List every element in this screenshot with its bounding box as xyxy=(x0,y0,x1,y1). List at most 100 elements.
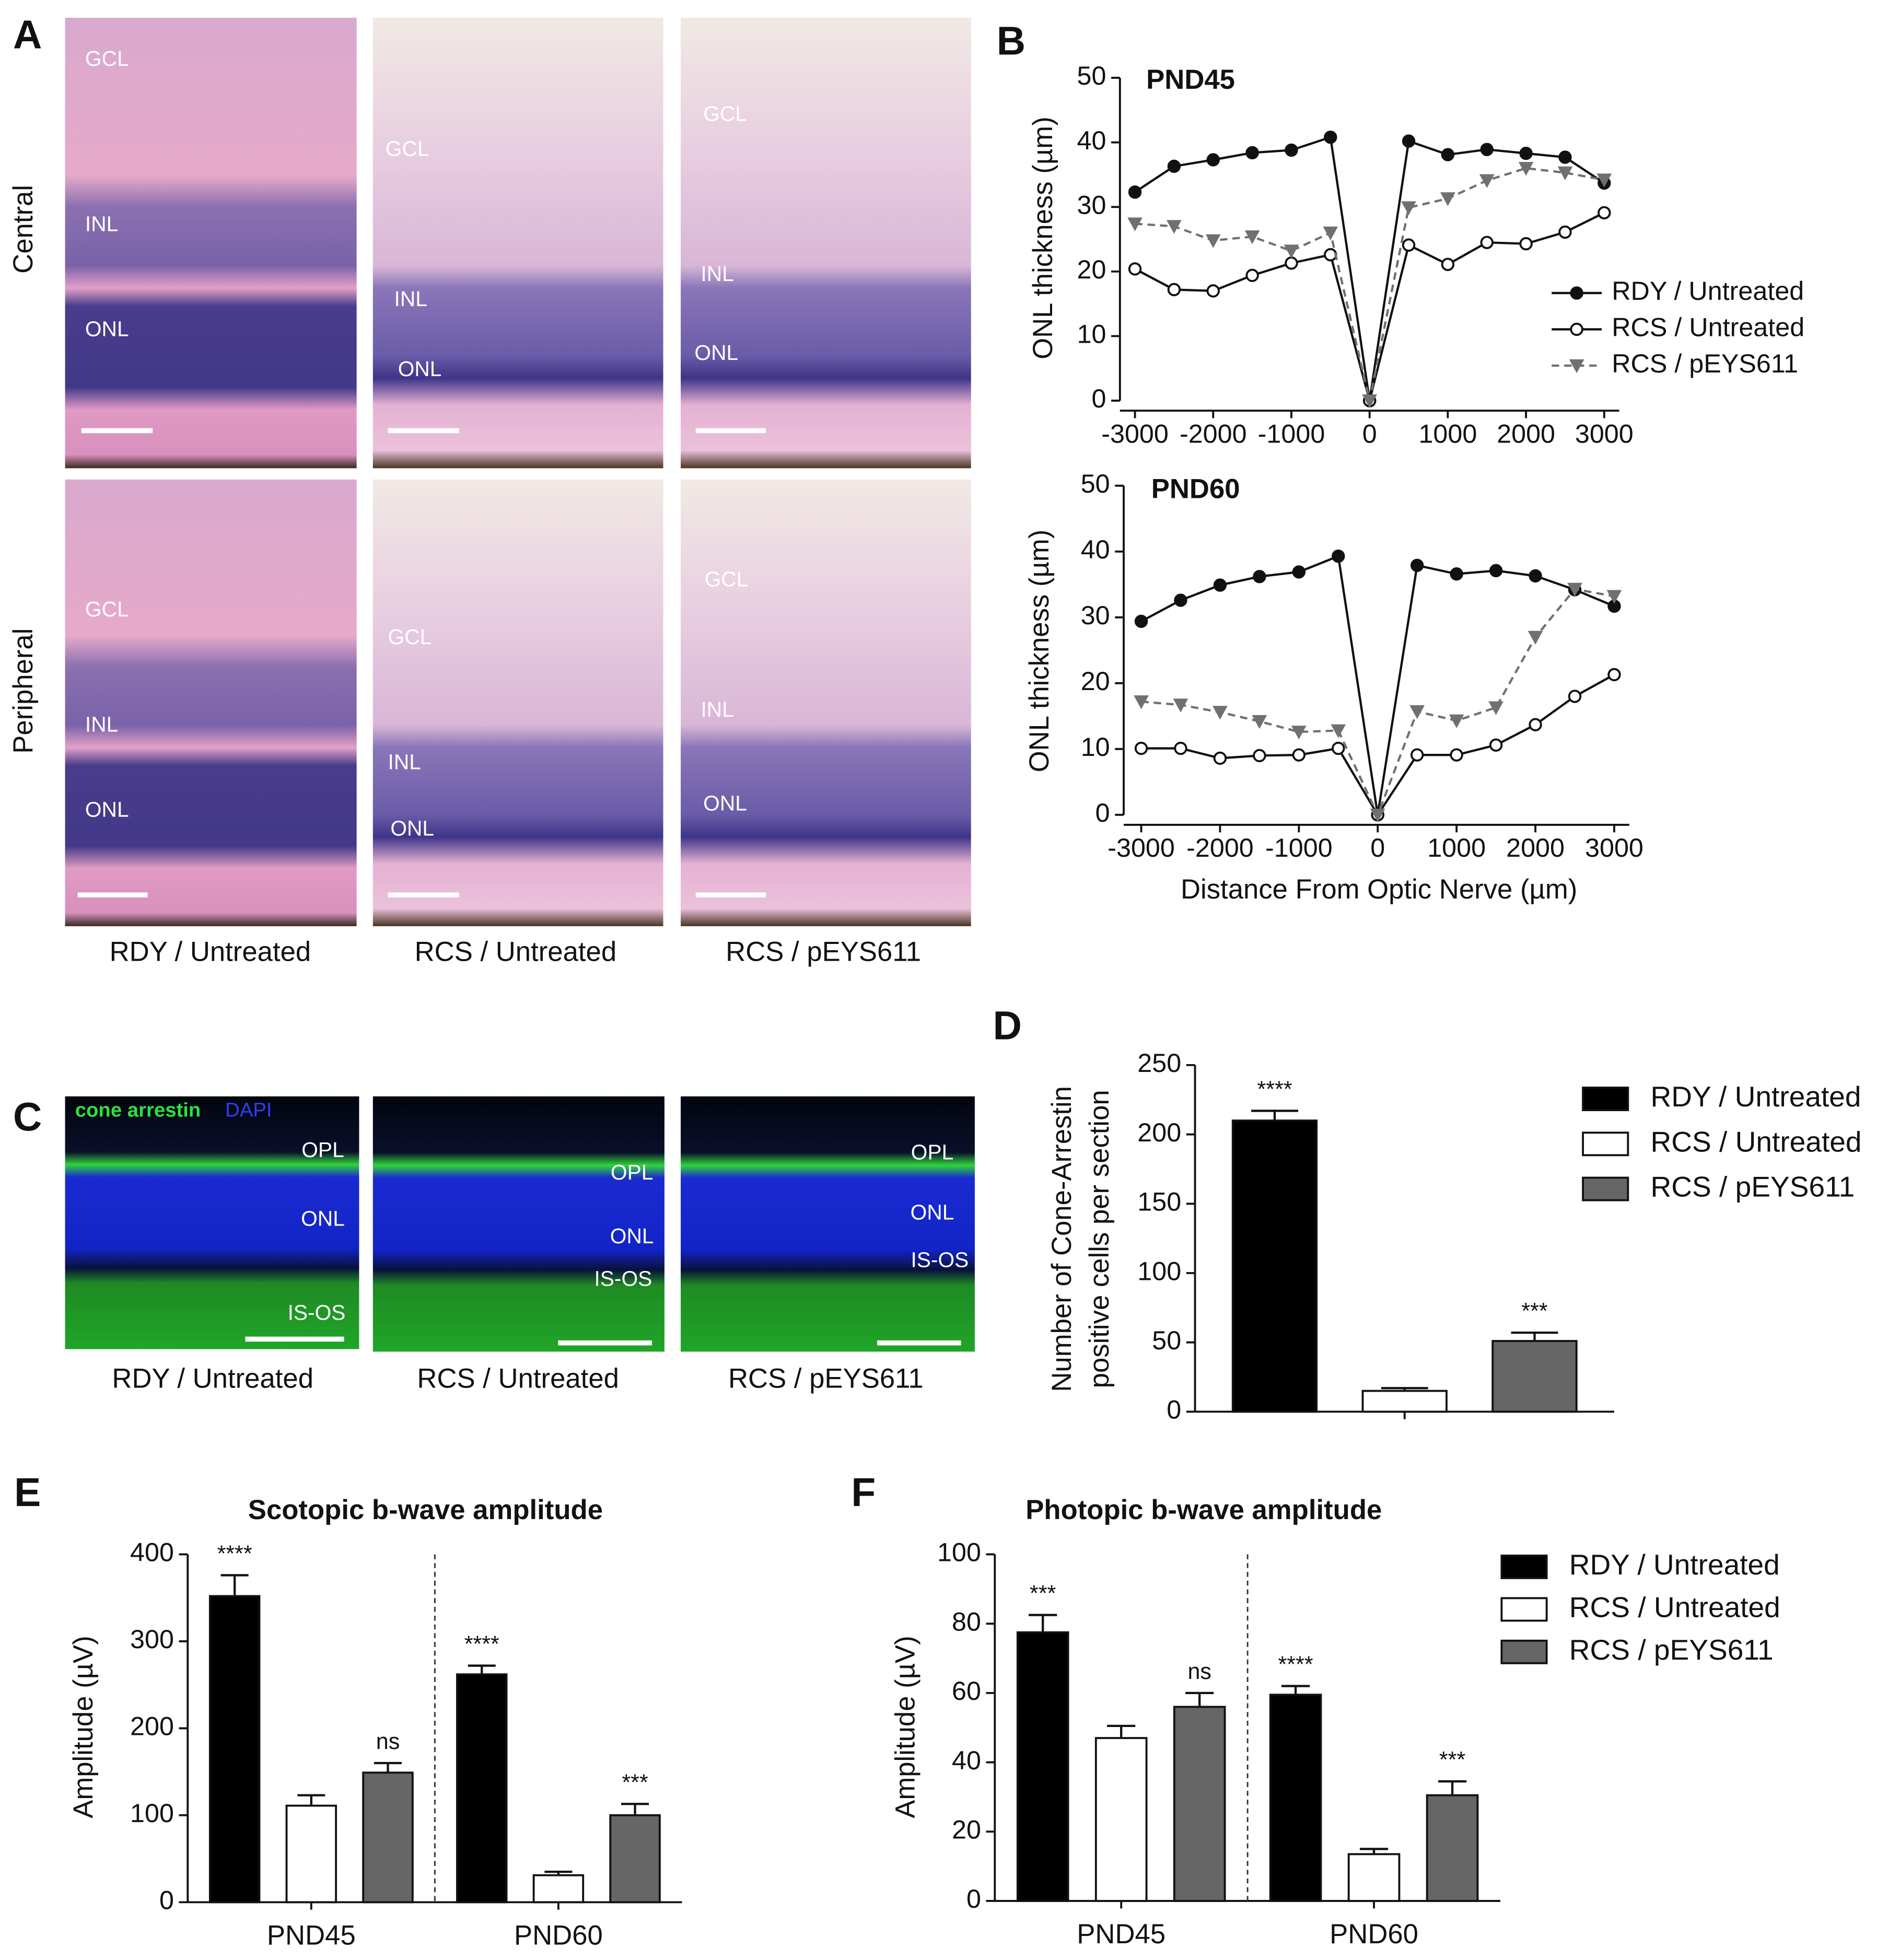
layer-label: ONL xyxy=(911,1200,954,1224)
y-tick-label: 20 xyxy=(1081,666,1110,696)
legend-label: RCS / Untreated xyxy=(1569,1591,1780,1623)
error-bar xyxy=(1438,1780,1467,1795)
marker xyxy=(1292,565,1306,579)
column-label: RCS / Untreated xyxy=(415,937,617,967)
x-tick-label: 1000 xyxy=(1427,833,1486,862)
marker xyxy=(1167,220,1182,234)
legend-label: RDY / Untreated xyxy=(1612,276,1804,306)
marker xyxy=(1441,148,1455,161)
marker xyxy=(1440,192,1455,206)
marker xyxy=(1252,715,1267,729)
legend-label: RDY / Untreated xyxy=(1650,1080,1861,1113)
column-label: RDY / Untreated xyxy=(110,937,311,967)
marker xyxy=(1528,631,1543,645)
row-label: Peripheral xyxy=(8,628,39,754)
legend-label: RCS / Untreated xyxy=(1612,312,1804,342)
legend-label: RCS / pEYS611 xyxy=(1650,1171,1855,1203)
stain-label: cone arrestin xyxy=(75,1099,201,1122)
error-bar xyxy=(1029,1614,1057,1632)
layer-label: GCL xyxy=(703,102,747,126)
layer-label: ONL xyxy=(301,1207,345,1231)
y-tick-label: 0 xyxy=(159,1885,174,1915)
marker xyxy=(1401,201,1416,215)
legend-label: RCS / Untreated xyxy=(1650,1125,1861,1158)
bar xyxy=(609,1814,661,1904)
legend-swatch xyxy=(1582,1176,1629,1201)
layer-label: GCL xyxy=(705,567,749,591)
significance-label: *** xyxy=(622,1770,648,1795)
legend-swatch xyxy=(1582,1087,1629,1112)
series-line xyxy=(1135,167,1605,401)
legend-marker xyxy=(1570,322,1583,336)
micrograph xyxy=(65,479,357,927)
legend-swatch xyxy=(1500,1597,1548,1622)
bar xyxy=(1491,1340,1578,1413)
x-tick-label: -2000 xyxy=(1186,833,1254,862)
significance-label: **** xyxy=(464,1632,499,1657)
y-axis-label: Number of Cone-Arrestin xyxy=(1046,1086,1077,1392)
marker xyxy=(1174,741,1187,755)
panel-letter: C xyxy=(13,1095,42,1140)
micrograph xyxy=(65,17,357,469)
layer-label: INL xyxy=(701,262,733,286)
y-tick-label: 0 xyxy=(966,1884,981,1914)
marker xyxy=(1206,284,1220,298)
x-axis-label: Distance From Optic Nerve (µm) xyxy=(1181,874,1577,905)
layer-label: INL xyxy=(85,712,118,736)
panel-letter: D xyxy=(993,1004,1022,1048)
y-axis-label: ONL thickness (µm) xyxy=(1024,530,1055,773)
significance-label: ns xyxy=(376,1729,400,1754)
marker xyxy=(1128,185,1142,199)
layer-label: IS-OS xyxy=(594,1267,652,1291)
series-line xyxy=(1134,135,1605,401)
column-label: RDY / Untreated xyxy=(112,1363,313,1394)
micrographs xyxy=(65,17,975,1352)
marker xyxy=(1479,174,1495,188)
marker xyxy=(1291,726,1307,740)
legend-label: RDY / Untreated xyxy=(1569,1548,1780,1581)
error-bar xyxy=(1185,1691,1214,1707)
error-bar xyxy=(1107,1724,1136,1739)
layer-label: ONL xyxy=(390,816,434,840)
significance-label: *** xyxy=(1521,1299,1548,1324)
x-tick-label: -1000 xyxy=(1258,418,1325,448)
marker xyxy=(1480,236,1494,249)
y-tick-label: 30 xyxy=(1081,600,1110,630)
marker xyxy=(1213,706,1228,720)
legend-swatch xyxy=(1500,1639,1548,1664)
y-tick-label: 50 xyxy=(1081,469,1110,498)
panel-letter: E xyxy=(14,1471,41,1515)
y-tick-label: 100 xyxy=(130,1798,174,1828)
marker xyxy=(1480,143,1494,156)
panel-letter: B xyxy=(997,19,1025,64)
marker xyxy=(1567,582,1582,597)
legend-marker xyxy=(1570,286,1583,300)
y-axis-label: positive cells per section xyxy=(1084,1090,1115,1388)
marker xyxy=(1323,226,1338,240)
marker xyxy=(1331,724,1346,738)
layer-label: IS-OS xyxy=(288,1300,346,1324)
marker xyxy=(1450,748,1463,762)
marker xyxy=(1441,258,1455,271)
layer-label: INL xyxy=(394,287,427,311)
y-tick-label: 200 xyxy=(1137,1117,1181,1147)
layer-label: OPL xyxy=(911,1140,953,1164)
marker xyxy=(1488,701,1503,715)
scale-bars xyxy=(77,428,961,1346)
marker xyxy=(1284,244,1299,259)
legend-swatch xyxy=(1500,1554,1548,1579)
error-bar xyxy=(220,1574,249,1596)
series-line xyxy=(1141,588,1615,818)
y-tick-label: 20 xyxy=(952,1815,981,1845)
stain-label: DAPI xyxy=(225,1099,272,1122)
marker xyxy=(1127,217,1142,231)
chart-title: Photopic b-wave amplitude xyxy=(1025,1495,1382,1525)
marker xyxy=(1134,614,1148,628)
y-tick-label: 100 xyxy=(1137,1256,1181,1286)
y-tick-label: 0 xyxy=(1095,798,1110,827)
marker xyxy=(1245,146,1259,160)
legend-label: RCS / pEYS611 xyxy=(1612,348,1798,378)
layer-label: OPL xyxy=(301,1138,344,1162)
legend-swatch xyxy=(1582,1131,1629,1157)
